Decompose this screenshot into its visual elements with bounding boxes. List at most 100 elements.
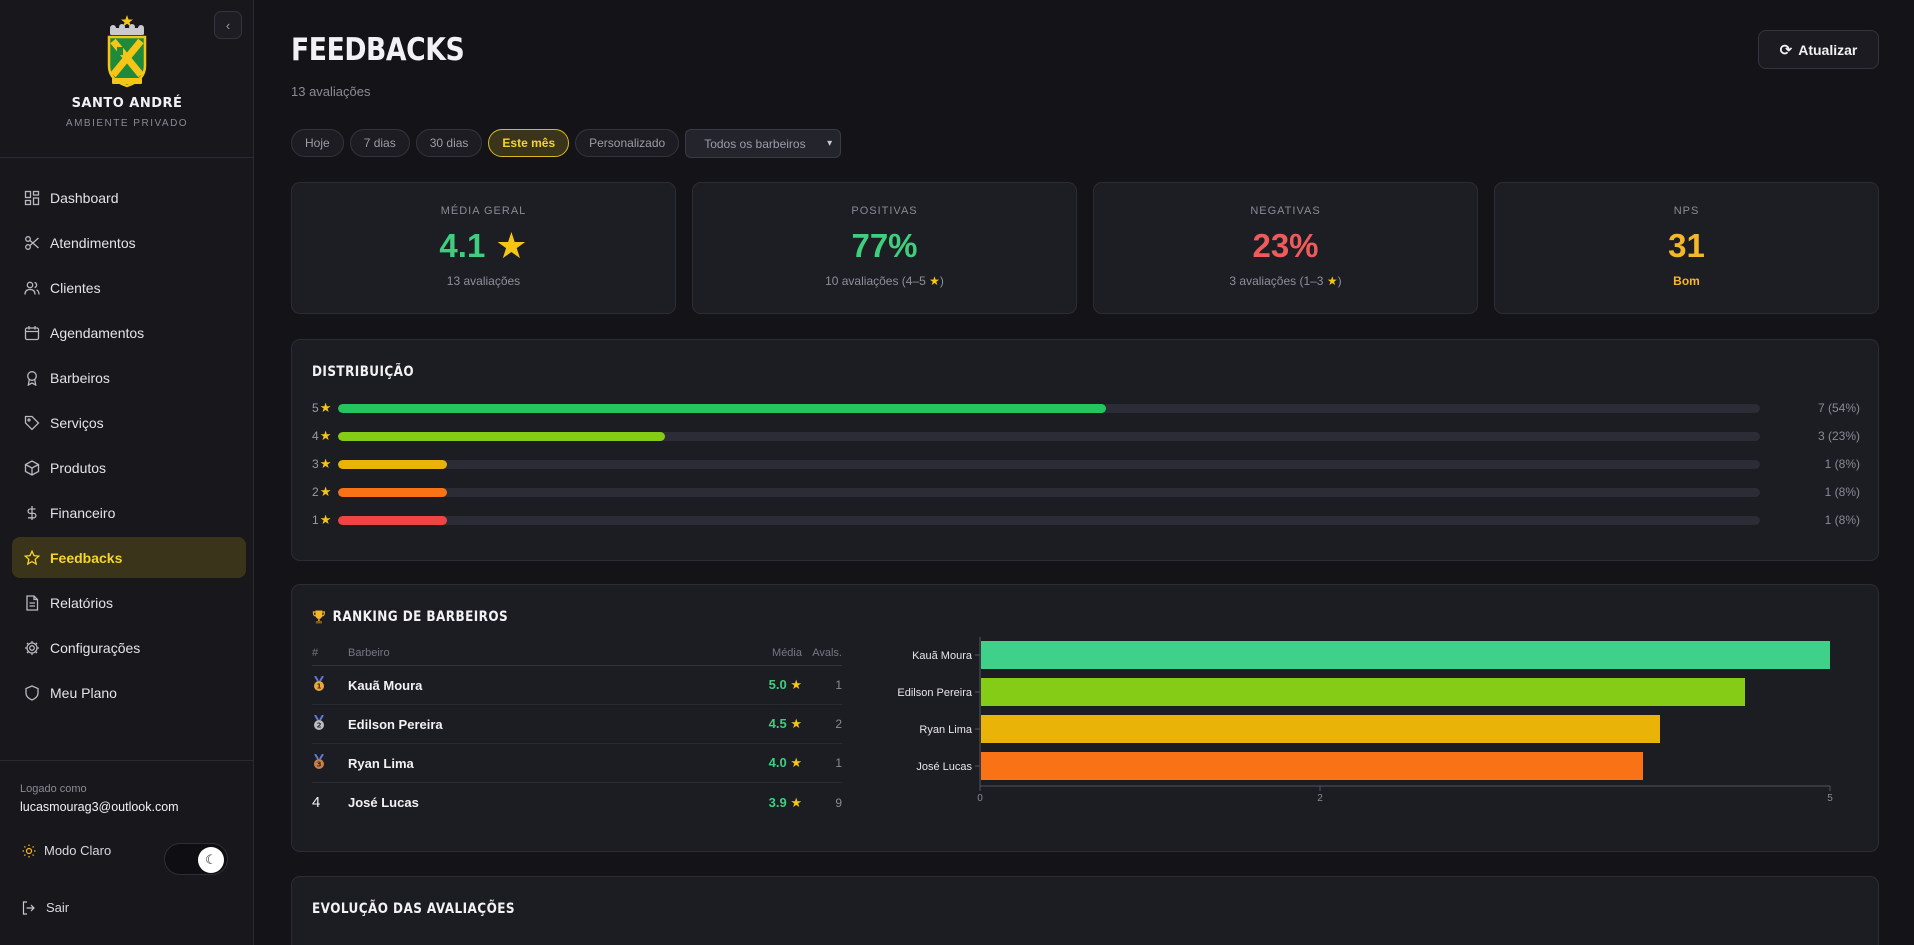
logged-as-label: Logado como [20, 783, 87, 795]
filter-chip-personalizado[interactable]: Personalizado [575, 129, 680, 157]
sidebar-item-meu-plano[interactable]: Meu Plano [12, 672, 246, 713]
summary-cards: MÉDIA GERAL 4.1 ★ 13 avaliações POSITIVA… [291, 182, 1879, 314]
package-icon [24, 459, 40, 476]
barber-select[interactable]: Todos os barbeiros ▾ [685, 129, 842, 158]
col-avg-header: Média [772, 646, 802, 659]
y-tick-label: Ryan Lima [919, 724, 972, 736]
distribution-bar-fill [338, 431, 666, 441]
distribution-bar-track [338, 515, 1760, 525]
sidebar-item-feedbacks[interactable]: Feedbacks [12, 537, 246, 578]
star-icon: ★ [319, 512, 332, 527]
users-icon [24, 281, 40, 295]
sidebar-item-agendamentos[interactable]: Agendamentos [12, 312, 246, 353]
ranking-bar-chart: Kauã Moura Edilson Pereira Ryan Lima José L… [897, 637, 1833, 804]
star-icon: ★ [319, 456, 332, 471]
sidebar-item-label: Relatórios [50, 594, 114, 611]
scissors-icon [25, 235, 39, 250]
theme-toggle[interactable]: ☾ [164, 843, 228, 875]
sidebar-item-servicos[interactable]: Serviços [12, 402, 246, 443]
card-negativas: NEGATIVAS 23% 3 avaliações (1–3 ★) [1093, 182, 1478, 314]
star-icon: ★ [319, 428, 332, 443]
average-value: 4.1 [439, 227, 486, 264]
filter-chip-este-mes[interactable]: Este mês [488, 129, 570, 157]
sidebar: ‹ SANTO ANDRÉ AMBIENTE PRIVADO Dashboard… [0, 0, 254, 945]
distribution-row: 4 ★ 3 (23%) [312, 428, 1860, 444]
x-tick-label: 2 [1317, 793, 1323, 804]
table-row[interactable]: 4 José Lucas 3.9 ★ 9 [312, 783, 842, 822]
rank-position: 4 [312, 794, 321, 811]
col-name-header: Barbeiro [348, 646, 390, 659]
medal-silver-icon: 2 [312, 714, 348, 734]
svg-text:2: 2 [317, 721, 322, 729]
sidebar-nav: Dashboard Atendimentos Clientes Agendame… [12, 177, 246, 717]
average-value: 3.9 [768, 794, 787, 810]
filter-chip-7-dias[interactable]: 7 dias [349, 129, 410, 157]
user-email: lucasmourag3@outlook.com [20, 800, 179, 814]
sidebar-item-label: Atendimentos [50, 234, 136, 251]
table-row[interactable]: 1 Kauã Moura 5.0 ★ 1 [312, 666, 842, 705]
brand-name: SANTO ANDRÉ [71, 96, 183, 111]
page-subtitle: 13 avaliações [291, 84, 371, 99]
filter-chip-30-dias[interactable]: 30 dias [415, 129, 483, 157]
refresh-label: Atualizar [1798, 41, 1858, 58]
logout-label: Sair [46, 900, 70, 915]
sidebar-item-label: Produtos [50, 459, 107, 476]
distribution-star-label: 3 ★ [312, 456, 338, 472]
distribution-count: 1 (8%) [1824, 457, 1860, 471]
star-icon: ★ [790, 677, 802, 692]
star-icon [24, 549, 40, 565]
barber-select-value: Todos os barbeiros [704, 136, 806, 151]
distribution-bar-track [338, 431, 1760, 441]
table-row[interactable]: 3 Ryan Lima 4.0 ★ 1 [312, 744, 842, 783]
sidebar-item-produtos[interactable]: Produtos [12, 447, 246, 488]
distribution-row: 5 ★ 7 (54%) [312, 400, 1860, 416]
sidebar-item-relatorios[interactable]: Relatórios [12, 582, 246, 623]
trophy-icon [312, 610, 325, 624]
y-tick-label: Kauã Moura [912, 650, 973, 662]
star-icon: ★ [790, 755, 802, 770]
chart-bar [981, 752, 1643, 780]
distribution-count: 3 (23%) [1817, 429, 1860, 443]
dollar-icon [27, 505, 37, 520]
distribution-star-label: 2 ★ [312, 484, 338, 500]
distribution-row: 1 ★ 1 (8%) [312, 512, 1860, 528]
distribution-title: DISTRIBUIÇÃO [312, 364, 415, 380]
calendar-icon [24, 325, 40, 340]
filter-chip-hoje[interactable]: Hoje [291, 129, 344, 157]
card-value: 23% [1252, 227, 1319, 264]
card-sub-end: ) [1337, 274, 1342, 288]
star-count: 4 [312, 429, 319, 443]
sidebar-item-clientes[interactable]: Clientes [12, 267, 246, 308]
distribution-row: 2 ★ 1 (8%) [312, 484, 1860, 500]
collapse-sidebar-button[interactable]: ‹ [214, 11, 242, 39]
chart-bar [981, 715, 1660, 743]
sidebar-item-dashboard[interactable]: Dashboard [12, 177, 246, 218]
card-sub: 10 avaliações (4–5 ★) [693, 274, 1076, 288]
sidebar-item-barbeiros[interactable]: Barbeiros [12, 357, 246, 398]
card-sub: 3 avaliações (1–3 ★) [1094, 274, 1477, 288]
logout-button[interactable]: Sair [22, 900, 69, 915]
sidebar-item-financeiro[interactable]: Financeiro [12, 492, 246, 533]
sidebar-item-atendimentos[interactable]: Atendimentos [12, 222, 246, 263]
star-icon: ★ [790, 794, 802, 810]
page-title: FEEDBACKS [291, 32, 465, 68]
star-icon: ★ [319, 400, 332, 415]
divider [0, 760, 254, 761]
barber-review-count: 1 [835, 756, 842, 770]
distribution-bar-track [338, 403, 1760, 413]
refresh-button[interactable]: ⟳ Atualizar [1758, 30, 1879, 69]
star-count: 5 [312, 401, 319, 415]
sidebar-item-label: Clientes [50, 279, 101, 296]
sun-icon [22, 844, 36, 857]
star-icon: ★ [319, 484, 332, 499]
distribution-count: 1 (8%) [1824, 513, 1860, 527]
sidebar-item-configuracoes[interactable]: Configurações [12, 627, 246, 668]
card-sub: 13 avaliações [446, 274, 521, 288]
barber-name: Kauã Moura [348, 677, 423, 693]
distribution-star-label: 4 ★ [312, 428, 338, 444]
average-value: 4.5 [768, 716, 787, 731]
barber-average: 4.0 ★ [742, 755, 802, 771]
distribution-count: 7 (54%) [1817, 401, 1860, 415]
table-row[interactable]: 2 Edilson Pereira 4.5 ★ 2 [312, 705, 842, 744]
ranking-title: RANKING DE BARBEIROS [332, 609, 509, 625]
